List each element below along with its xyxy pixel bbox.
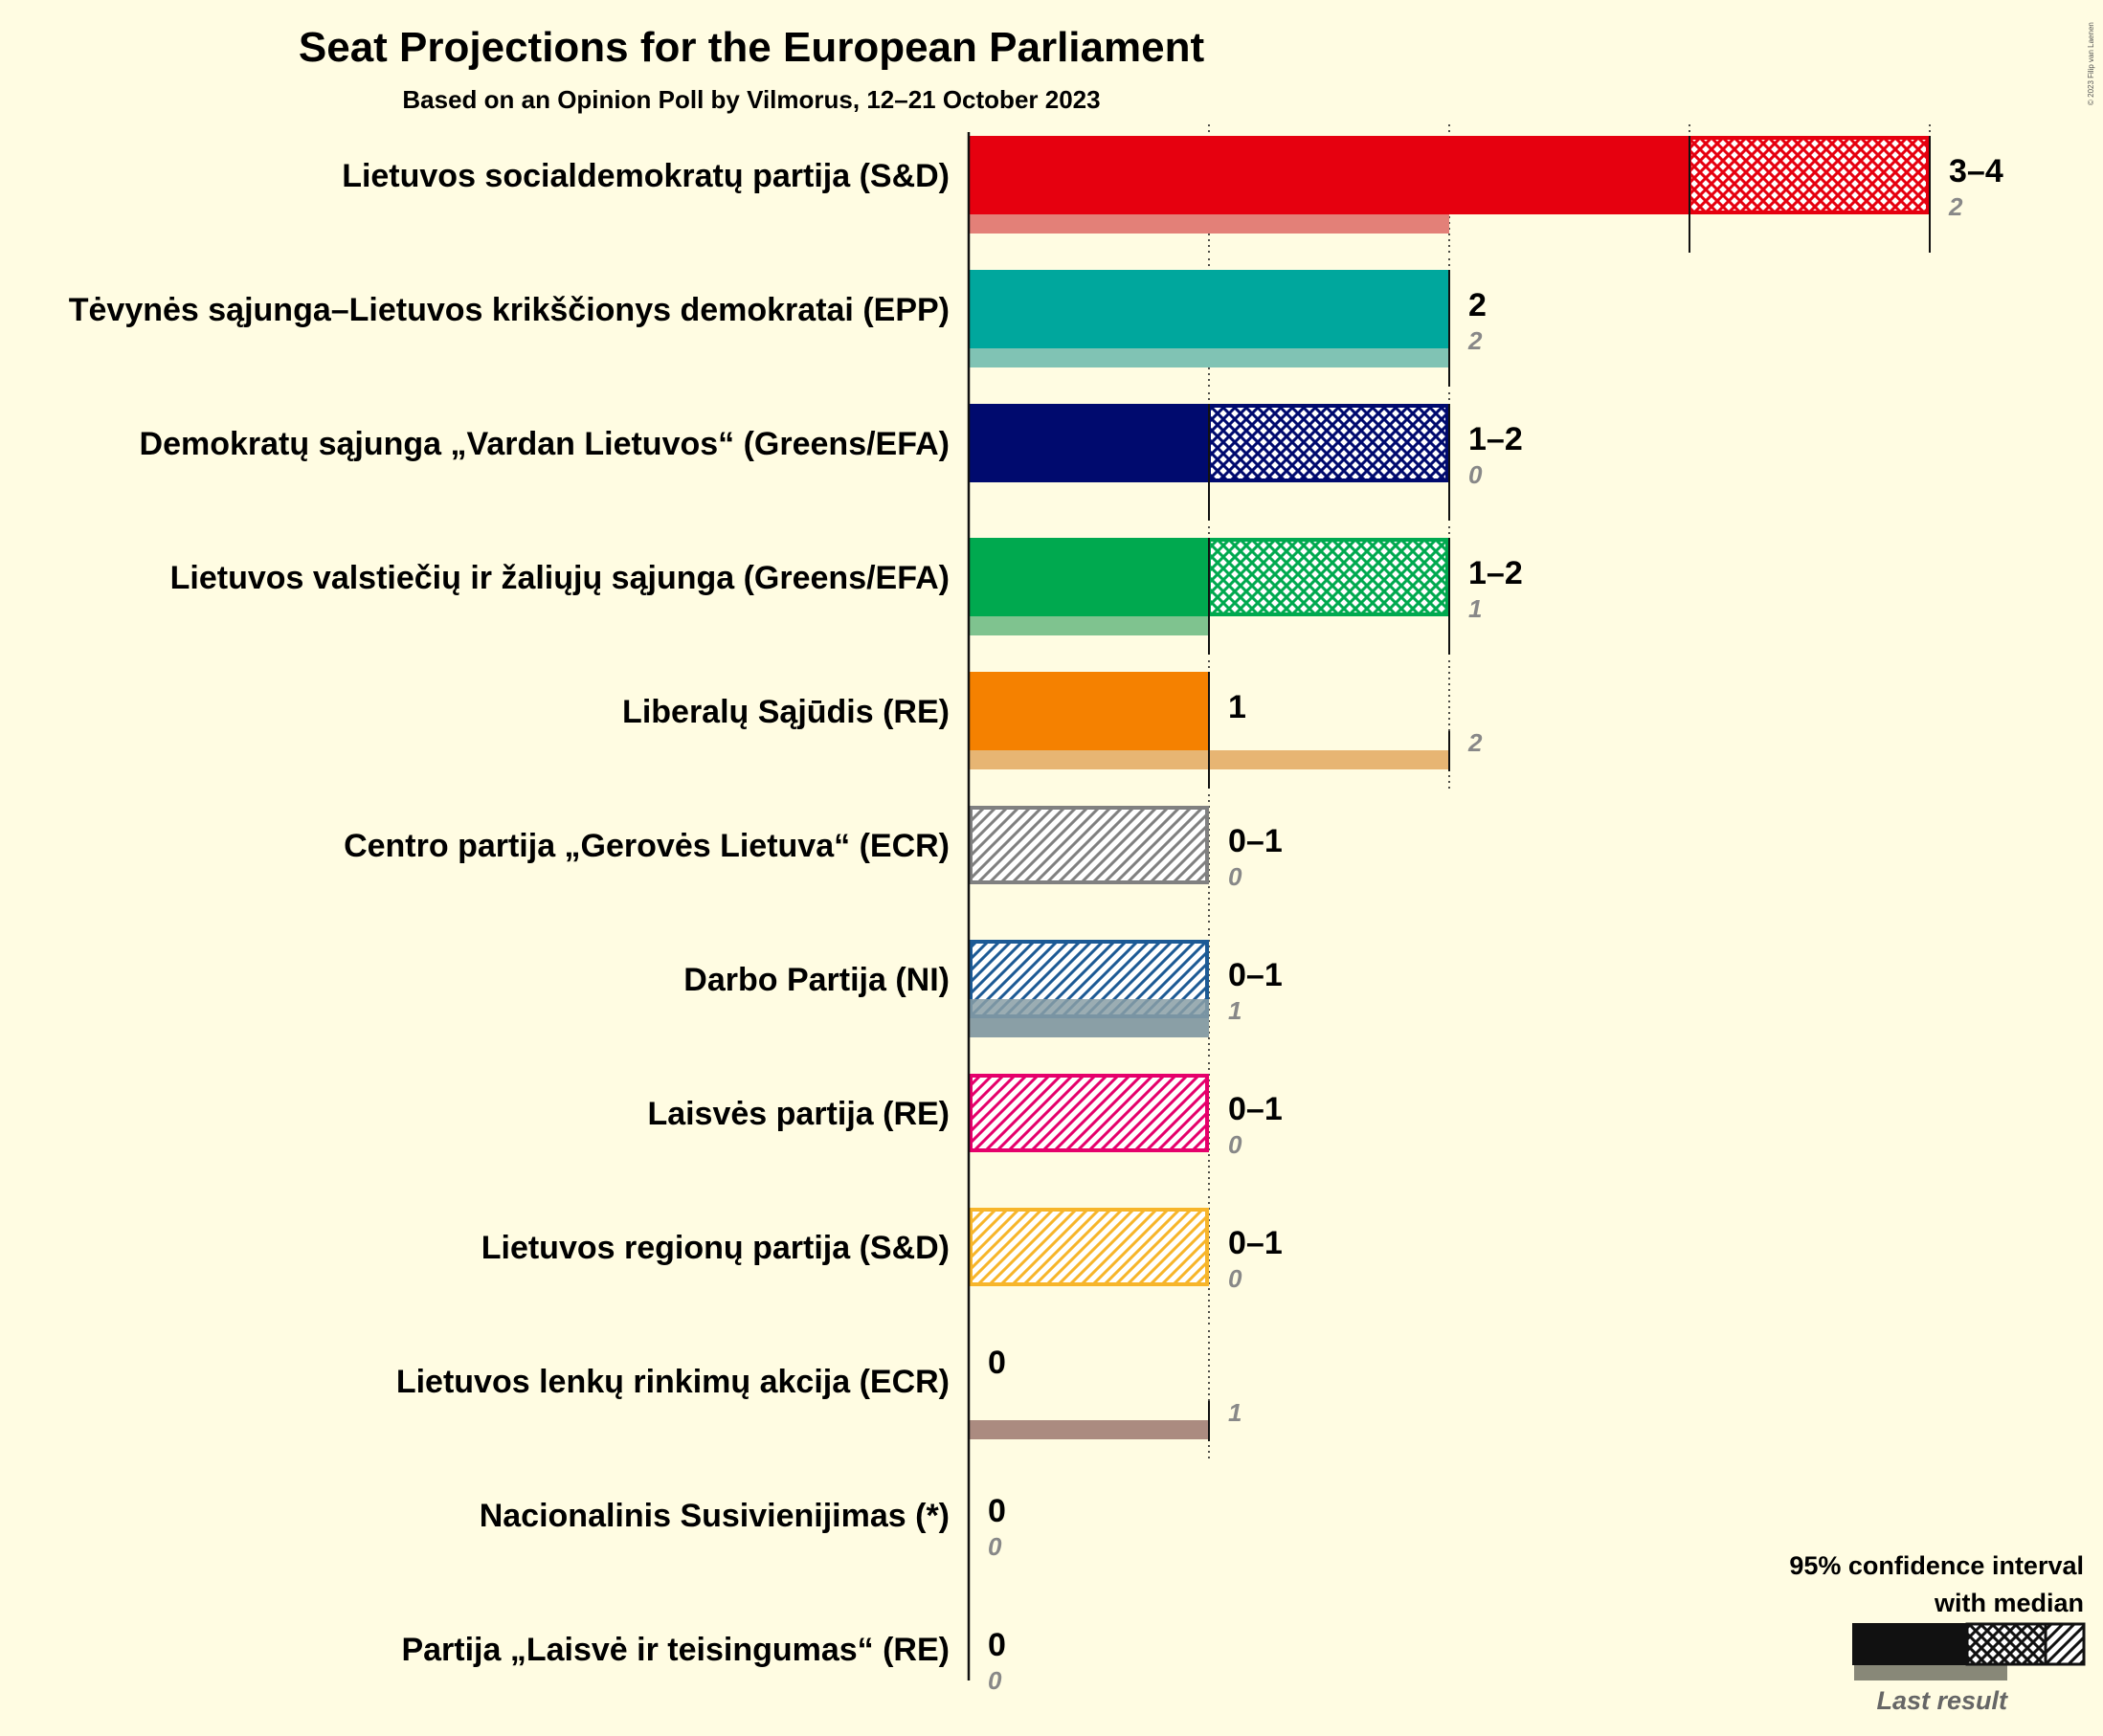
last-result-label: 1 xyxy=(1228,1398,1242,1427)
chart-title: Seat Projections for the European Parlia… xyxy=(299,24,1205,71)
party-label: Lietuvos socialdemokratų partija (S&D) xyxy=(342,158,950,194)
party-label: Demokratų sąjunga „Vardan Lietuvos“ (Gre… xyxy=(140,426,950,462)
last-result-label: 2 xyxy=(1467,326,1483,355)
party-label: Tėvynės sąjunga–Lietuvos krikščionys dem… xyxy=(69,292,950,328)
party-label: Lietuvos valstiečių ir žaliųjų sąjunga (… xyxy=(170,560,950,596)
ci-bar xyxy=(969,1074,1209,1152)
seat-range-label: 1–2 xyxy=(1468,421,1523,457)
party-label: Lietuvos lenkų rinkimų akcija (ECR) xyxy=(396,1364,950,1400)
seat-range-label: 2 xyxy=(1468,287,1487,323)
last-result-label: 0 xyxy=(1228,1130,1242,1159)
party-label: Lietuvos regionų partija (S&D) xyxy=(481,1230,950,1266)
last-result-label: 2 xyxy=(1467,728,1483,757)
party-label: Centro partija „Gerovės Lietuva“ (ECR) xyxy=(344,828,950,864)
seat-range-label: 1–2 xyxy=(1468,555,1523,591)
seat-range-label: 0–1 xyxy=(1228,823,1283,859)
party-label: Darbo Partija (NI) xyxy=(683,962,950,998)
last-result-label: 2 xyxy=(1948,192,1963,221)
ci-bar xyxy=(1207,404,1449,482)
ci-bar xyxy=(1688,136,1930,214)
last-result-bar xyxy=(969,616,1209,635)
party-label: Nacionalinis Susivienijimas (*) xyxy=(480,1498,950,1534)
ci-bar xyxy=(1207,538,1449,616)
seat-bar xyxy=(969,404,1209,482)
last-result-overlap xyxy=(969,999,1209,1018)
last-result-bar xyxy=(969,214,1449,234)
last-result-bar xyxy=(969,1420,1209,1439)
legend-solid xyxy=(1852,1623,1967,1665)
seat-range-label: 0–1 xyxy=(1228,957,1283,993)
seat-range-label: 1 xyxy=(1228,689,1246,725)
legend-last-bar xyxy=(1854,1663,2007,1680)
last-result-label: 0 xyxy=(1228,862,1242,891)
seat-bar xyxy=(969,136,1689,214)
last-result-label: 0 xyxy=(988,1666,1002,1695)
seat-range-label: 3–4 xyxy=(1949,153,2003,189)
last-result-label: 1 xyxy=(1228,996,1242,1025)
seat-range-label: 0 xyxy=(988,1493,1006,1529)
bars-group: Lietuvos socialdemokratų partija (S&D) 3–… xyxy=(69,124,2003,1695)
last-result-label: 0 xyxy=(988,1532,1002,1561)
legend-title-line2: with median xyxy=(1934,1589,2084,1617)
seat-bar xyxy=(969,672,1209,750)
copyright-notice: © 2023 Filip van Laenen xyxy=(2087,22,2095,105)
seat-range-label: 0 xyxy=(988,1627,1006,1663)
legend-last-label: Last result xyxy=(1876,1686,2008,1715)
legend-title-line1: 95% confidence interval xyxy=(1789,1551,2084,1580)
seat-range-label: 0 xyxy=(988,1345,1006,1381)
last-result-label: 0 xyxy=(1468,460,1483,489)
chart-subtitle: Based on an Opinion Poll by Vilmorus, 12… xyxy=(402,85,1100,114)
party-label: Partija „Laisvė ir teisingumas“ (RE) xyxy=(401,1632,950,1668)
ci-bar xyxy=(969,806,1209,884)
seat-bar xyxy=(969,270,1449,348)
last-result-label: 1 xyxy=(1468,594,1482,623)
seat-range-label: 0–1 xyxy=(1228,1225,1283,1261)
legend: 95% confidence interval with median Last r… xyxy=(1789,1551,2086,1715)
legend-cross xyxy=(1965,1622,2047,1666)
last-result-bar xyxy=(969,348,1449,367)
legend-diag xyxy=(2044,1622,2086,1666)
last-result-bar xyxy=(969,1018,1209,1037)
seat-bar xyxy=(969,538,1209,616)
ci-bar xyxy=(969,1208,1209,1286)
party-label: Laisvės partija (RE) xyxy=(647,1096,950,1132)
seat-range-label: 0–1 xyxy=(1228,1091,1283,1127)
last-result-label: 0 xyxy=(1228,1264,1242,1293)
party-label: Liberalų Sąjūdis (RE) xyxy=(622,694,950,730)
